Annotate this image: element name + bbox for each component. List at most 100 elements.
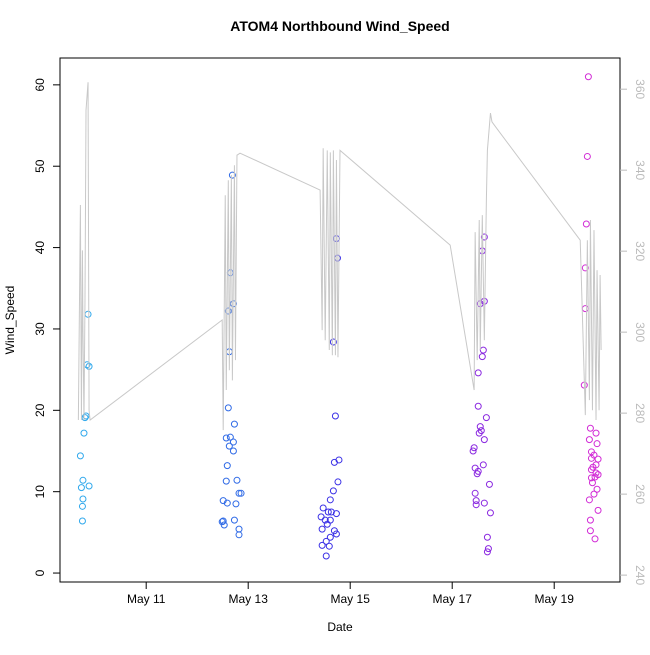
point <box>472 501 480 509</box>
point <box>85 482 93 490</box>
x-tick-label: May 17 <box>433 592 473 606</box>
point <box>476 423 484 431</box>
point <box>594 455 602 463</box>
point <box>321 516 329 524</box>
point <box>478 247 486 255</box>
point <box>478 353 486 361</box>
point <box>482 414 490 422</box>
point <box>587 454 595 462</box>
point <box>586 527 594 535</box>
line <box>77 82 602 431</box>
y-tick-label: 30 <box>33 322 47 336</box>
point <box>483 548 491 556</box>
point <box>484 545 492 553</box>
point <box>225 442 233 450</box>
point <box>591 535 599 543</box>
point <box>332 510 340 518</box>
point <box>472 497 480 505</box>
point <box>587 474 595 482</box>
point <box>78 517 86 525</box>
point <box>222 434 230 442</box>
y2-tick-label: 280 <box>633 403 647 423</box>
y-axis-title: Wind_Speed <box>3 286 17 355</box>
point <box>592 469 600 477</box>
point <box>81 414 89 422</box>
point <box>588 479 596 487</box>
point <box>229 447 237 455</box>
point <box>581 264 589 272</box>
point <box>79 476 87 484</box>
point <box>324 508 332 516</box>
point <box>480 499 488 507</box>
x-tick-label: May 11 <box>127 592 166 606</box>
point <box>323 520 331 528</box>
x-axis-title: Date <box>327 620 353 634</box>
point <box>223 499 231 507</box>
point <box>475 429 483 437</box>
point <box>82 412 90 420</box>
point <box>77 484 85 492</box>
point <box>590 490 598 498</box>
point <box>322 537 330 545</box>
point <box>591 473 599 481</box>
point <box>317 513 325 521</box>
point <box>322 552 330 560</box>
point <box>584 73 592 81</box>
x-tick-label: May 19 <box>535 592 575 606</box>
point <box>226 433 234 441</box>
y-tick-label: 10 <box>33 485 47 499</box>
point <box>593 440 601 448</box>
x-tick-label: May 15 <box>331 592 371 606</box>
y-tick-label: 40 <box>33 241 47 255</box>
point <box>474 402 482 410</box>
point <box>474 369 482 377</box>
y-tick-label: 0 <box>33 569 47 576</box>
y-tick-label: 50 <box>33 159 47 173</box>
point <box>586 424 594 432</box>
y2-tick-label: 320 <box>633 241 647 261</box>
point <box>593 485 601 493</box>
point <box>586 516 594 524</box>
point <box>222 477 230 485</box>
point <box>319 504 327 512</box>
point <box>224 307 232 315</box>
y2-tick-label: 260 <box>633 484 647 504</box>
point <box>235 531 243 539</box>
y2-tick-label: 300 <box>633 322 647 342</box>
point <box>480 233 488 241</box>
chart-title: ATOM4 Northbound Wind_Speed <box>230 18 449 34</box>
plot-box <box>59 57 621 583</box>
point <box>331 412 339 420</box>
point <box>235 525 243 533</box>
point <box>329 487 337 495</box>
point <box>223 462 231 470</box>
point <box>318 525 326 533</box>
point <box>332 530 340 538</box>
point <box>79 495 87 503</box>
point <box>470 444 478 452</box>
point <box>325 542 333 550</box>
point <box>237 489 245 497</box>
point <box>480 436 488 444</box>
point <box>220 521 228 529</box>
y2-tick-label: 360 <box>633 79 647 99</box>
point <box>326 496 334 504</box>
point <box>84 310 92 318</box>
point <box>329 338 337 346</box>
point <box>80 429 88 437</box>
point <box>585 496 593 504</box>
point <box>483 533 491 541</box>
point <box>229 438 237 446</box>
point <box>594 506 602 514</box>
point <box>479 461 487 469</box>
point <box>232 500 240 508</box>
point <box>326 533 334 541</box>
point <box>485 480 493 488</box>
point <box>479 346 487 354</box>
point <box>330 458 338 466</box>
point <box>230 420 238 428</box>
y2-tick-label: 240 <box>633 565 647 585</box>
point <box>233 476 241 484</box>
point <box>469 447 477 455</box>
